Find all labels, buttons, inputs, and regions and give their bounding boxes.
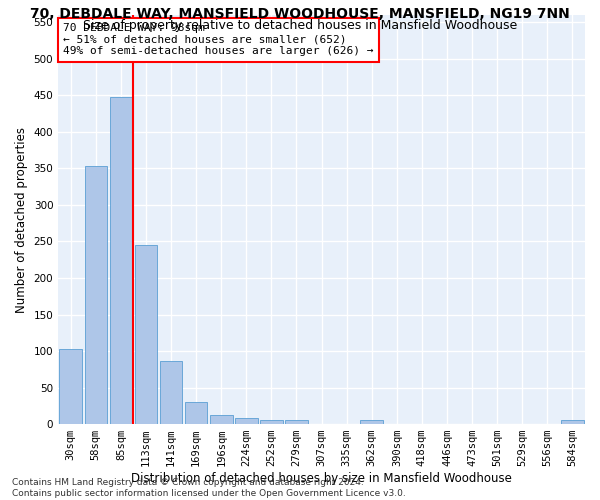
Text: Contains HM Land Registry data © Crown copyright and database right 2024.
Contai: Contains HM Land Registry data © Crown c… xyxy=(12,478,406,498)
Bar xyxy=(561,420,584,424)
Bar xyxy=(235,418,257,424)
Text: 70 DEBDALE WAY: 98sqm
← 51% of detached houses are smaller (652)
49% of semi-det: 70 DEBDALE WAY: 98sqm ← 51% of detached … xyxy=(64,23,374,56)
Bar xyxy=(361,420,383,424)
Bar xyxy=(185,402,208,424)
Bar xyxy=(134,245,157,424)
Text: 70, DEBDALE WAY, MANSFIELD WOODHOUSE, MANSFIELD, NG19 7NN: 70, DEBDALE WAY, MANSFIELD WOODHOUSE, MA… xyxy=(30,8,570,22)
Bar xyxy=(260,420,283,424)
Bar xyxy=(160,360,182,424)
X-axis label: Distribution of detached houses by size in Mansfield Woodhouse: Distribution of detached houses by size … xyxy=(131,472,512,485)
Bar xyxy=(59,349,82,424)
Text: Size of property relative to detached houses in Mansfield Woodhouse: Size of property relative to detached ho… xyxy=(83,19,517,32)
Bar xyxy=(110,97,132,424)
Bar xyxy=(85,166,107,424)
Bar xyxy=(210,414,233,424)
Bar xyxy=(285,420,308,424)
Y-axis label: Number of detached properties: Number of detached properties xyxy=(15,126,28,312)
